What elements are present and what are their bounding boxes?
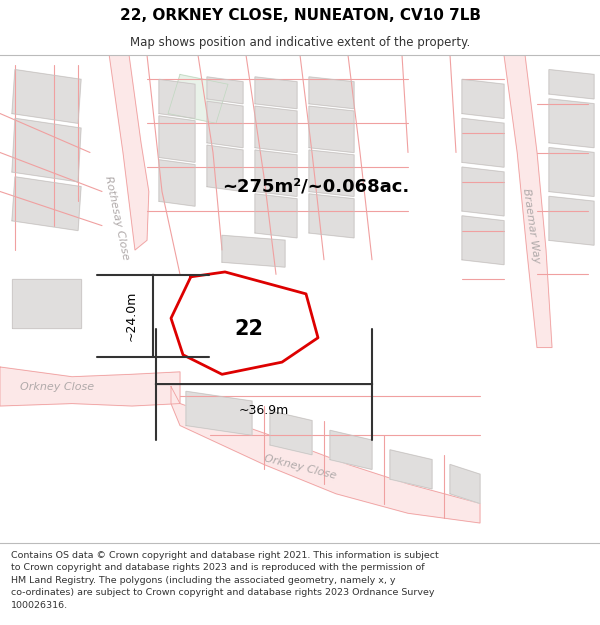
Polygon shape	[207, 101, 243, 148]
Polygon shape	[12, 279, 81, 328]
Polygon shape	[462, 118, 504, 167]
Polygon shape	[207, 145, 243, 191]
Polygon shape	[462, 79, 504, 118]
Polygon shape	[309, 194, 354, 238]
Polygon shape	[504, 55, 552, 348]
Text: 22, ORKNEY CLOSE, NUNEATON, CV10 7LB: 22, ORKNEY CLOSE, NUNEATON, CV10 7LB	[119, 8, 481, 23]
Polygon shape	[255, 194, 297, 238]
Text: ~36.9m: ~36.9m	[239, 404, 289, 418]
Polygon shape	[171, 386, 480, 523]
Polygon shape	[159, 79, 195, 118]
Text: ~24.0m: ~24.0m	[125, 291, 138, 341]
Polygon shape	[168, 74, 228, 123]
Polygon shape	[105, 55, 149, 250]
Text: 22: 22	[235, 319, 264, 339]
Polygon shape	[255, 150, 297, 196]
Polygon shape	[222, 236, 285, 267]
Polygon shape	[12, 177, 81, 231]
Text: Braemar Way: Braemar Way	[521, 188, 541, 264]
Polygon shape	[270, 411, 312, 455]
Text: Orkney Close: Orkney Close	[263, 453, 337, 481]
Polygon shape	[207, 77, 243, 104]
Polygon shape	[309, 106, 354, 152]
Polygon shape	[549, 69, 594, 99]
Polygon shape	[390, 450, 432, 489]
Polygon shape	[549, 196, 594, 245]
Polygon shape	[549, 99, 594, 148]
Text: Contains OS data © Crown copyright and database right 2021. This information is : Contains OS data © Crown copyright and d…	[11, 551, 439, 610]
Polygon shape	[0, 367, 180, 406]
Text: Orkney Close: Orkney Close	[20, 381, 94, 391]
Text: Rothesay Close: Rothesay Close	[103, 176, 131, 261]
Text: ~275m²/~0.068ac.: ~275m²/~0.068ac.	[222, 177, 409, 196]
Polygon shape	[255, 77, 297, 109]
Polygon shape	[309, 150, 354, 196]
Polygon shape	[462, 216, 504, 264]
Polygon shape	[330, 431, 372, 469]
Polygon shape	[450, 464, 480, 504]
Text: Map shows position and indicative extent of the property.: Map shows position and indicative extent…	[130, 36, 470, 49]
Polygon shape	[309, 77, 354, 109]
Polygon shape	[159, 160, 195, 206]
Polygon shape	[549, 148, 594, 196]
Polygon shape	[255, 106, 297, 152]
Polygon shape	[12, 118, 81, 182]
Polygon shape	[171, 272, 318, 374]
Polygon shape	[186, 391, 252, 435]
Polygon shape	[12, 69, 81, 123]
Polygon shape	[462, 167, 504, 216]
Polygon shape	[159, 116, 195, 162]
